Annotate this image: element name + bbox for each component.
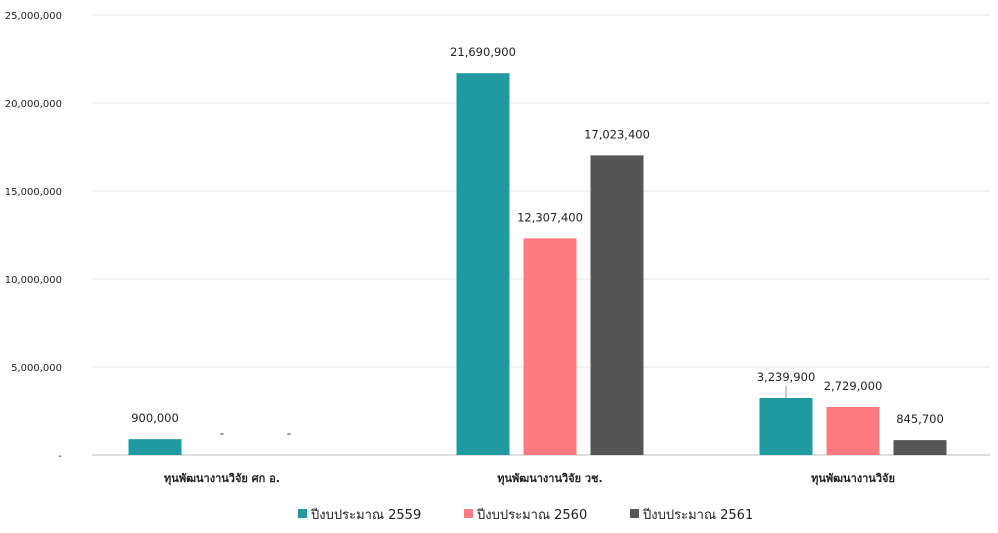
y-tick-label: -	[58, 451, 62, 462]
data-label: 12,307,400	[517, 210, 583, 224]
bar	[759, 397, 813, 455]
data-label: -	[287, 426, 291, 440]
legend-swatch	[464, 509, 473, 518]
x-category-label: ทุนพัฒนางานวิจัย ศก อ.	[164, 472, 280, 486]
y-axis-ticks: - 5,000,000 10,000,000 15,000,000 20,000,000…	[5, 11, 63, 462]
y-tick-label: 10,000,000	[5, 275, 62, 286]
bar	[128, 439, 182, 455]
bar	[893, 440, 947, 455]
legend-label: ปีงบประมาณ 2559	[310, 507, 421, 523]
data-label: 2,729,000	[824, 379, 883, 393]
legend-swatch	[630, 509, 639, 518]
data-label: 17,023,400	[584, 127, 650, 141]
y-tick-label: 25,000,000	[5, 11, 62, 22]
legend-swatch	[298, 509, 307, 518]
legend: ปีงบประมาณ 2559 ปีงบประมาณ 2560 ปีงบประมาณ…	[298, 507, 753, 523]
bar	[456, 73, 510, 455]
bar	[826, 406, 880, 455]
bar	[590, 155, 644, 455]
x-axis-categories: ทุนพัฒนางานวิจัย ศก อ. ทุนพัฒนางานวิจัย ว…	[164, 472, 895, 486]
data-label: 900,000	[131, 411, 179, 425]
y-tick-label: 5,000,000	[11, 363, 62, 374]
data-labels: 900,000 - - 21,690,900 12,307,400 17,023,400 3…	[131, 45, 944, 440]
y-tick-label: 15,000,000	[5, 187, 62, 198]
x-category-label: ทุนพัฒนางานวิจัย วช.	[497, 472, 602, 486]
bar	[523, 238, 577, 455]
data-label: -	[220, 426, 224, 440]
bars	[128, 73, 947, 455]
y-tick-label: 20,000,000	[5, 99, 62, 110]
x-category-label: ทุนพัฒนางานวิจัย	[811, 472, 895, 486]
data-label: 845,700	[896, 412, 944, 426]
data-label: 21,690,900	[450, 45, 516, 59]
legend-label: ปีงบประมาณ 2561	[642, 507, 753, 523]
legend-label: ปีงบประมาณ 2560	[476, 507, 587, 523]
data-label: 3,239,900	[757, 370, 816, 384]
